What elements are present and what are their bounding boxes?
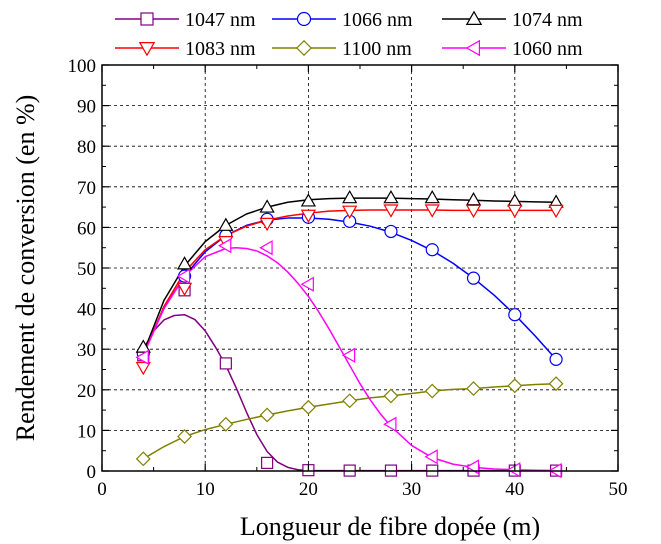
legend-label: 1066 nm xyxy=(342,9,413,31)
axis-ticks xyxy=(101,64,619,472)
data-point-1066-nm xyxy=(384,224,398,239)
y-tick-label: 70 xyxy=(77,178,96,199)
data-point-1083-nm xyxy=(259,217,275,232)
data-point-1083-nm xyxy=(465,204,482,219)
series-line-1060-nm xyxy=(142,246,557,472)
x-tick-label: 40 xyxy=(505,479,524,500)
data-point-1100-nm xyxy=(342,393,358,409)
data-point-1074-nm xyxy=(176,256,193,270)
data-point-1083-nm xyxy=(383,204,399,218)
data-point-1100-nm xyxy=(424,383,440,399)
x-axis-label: Longueur de fibre dopée (m) xyxy=(240,512,540,541)
legend-label: 1074 nm xyxy=(512,9,583,31)
data-point-1060-nm xyxy=(300,276,314,292)
y-tick-label: 60 xyxy=(77,218,96,239)
data-point-1060-nm xyxy=(176,268,191,284)
x-tick-label: 0 xyxy=(97,479,107,500)
y-tick-label: 100 xyxy=(68,56,97,77)
legend-marker xyxy=(138,41,156,57)
legend-label: 1047 nm xyxy=(185,9,256,31)
data-point-1066-nm xyxy=(508,308,522,322)
y-axis-label: Rendement de conversion (en %) xyxy=(11,95,40,442)
data-point-1047-nm xyxy=(261,456,274,469)
legend-label: 1083 nm xyxy=(185,38,256,60)
y-tick-label: 20 xyxy=(77,381,96,402)
data-point-1100-nm xyxy=(218,416,234,432)
y-tick-label: 50 xyxy=(77,259,96,280)
data-point-1100-nm xyxy=(507,378,523,394)
data-point-1060-nm xyxy=(424,449,438,465)
x-tick-label: 20 xyxy=(299,479,318,500)
y-tick-label: 80 xyxy=(77,137,96,158)
data-point-1083-nm xyxy=(424,204,440,218)
x-tick-label: 30 xyxy=(402,479,421,500)
data-point-1083-nm xyxy=(548,204,564,219)
data-point-1083-nm xyxy=(135,361,151,376)
data-point-1047-nm xyxy=(219,357,232,370)
data-point-1100-nm xyxy=(466,381,481,397)
data-point-1074-nm xyxy=(507,193,523,207)
data-point-1060-nm xyxy=(218,238,232,254)
y-tick-label: 0 xyxy=(87,462,97,483)
data-point-1100-nm xyxy=(259,407,275,423)
y-tick-label: 30 xyxy=(77,340,96,361)
data-point-1100-nm xyxy=(383,388,399,404)
y-tick-label: 10 xyxy=(77,421,96,442)
data-point-1100-nm xyxy=(177,429,193,444)
series-markers xyxy=(135,189,564,479)
x-tick-label: 10 xyxy=(196,479,215,500)
data-point-1074-nm xyxy=(259,199,275,213)
data-point-1066-nm xyxy=(425,243,439,257)
data-point-1060-nm xyxy=(259,240,273,256)
legend-marker xyxy=(465,10,483,25)
legend-marker xyxy=(296,11,312,27)
data-point-1100-nm xyxy=(300,399,316,415)
legend: 1047 nm 1066 nm 1074 nm 1083 nm 1100 nm 1060 … xyxy=(115,9,583,60)
data-point-1083-nm xyxy=(507,204,523,219)
data-point-1074-nm xyxy=(424,189,440,204)
y-tick-label: 90 xyxy=(77,97,96,118)
tick-labels: 0 10 20 30 40 50 0 10 20 30 40 50 60 70 80 90 100 xyxy=(68,56,628,500)
data-point-1074-nm xyxy=(135,339,151,353)
data-point-1074-nm xyxy=(218,217,234,231)
series-line-1047-nm xyxy=(142,313,557,472)
legend-marker xyxy=(140,12,154,26)
data-point-1074-nm xyxy=(342,189,358,204)
data-point-1083-nm xyxy=(300,209,317,224)
data-point-1100-nm xyxy=(135,451,151,467)
y-tick-label: 40 xyxy=(77,300,96,321)
data-point-1074-nm xyxy=(383,189,399,204)
data-point-1060-nm xyxy=(465,459,480,475)
data-point-1083-nm xyxy=(176,282,193,297)
data-point-1074-nm xyxy=(465,191,482,206)
data-point-1066-nm xyxy=(549,352,563,366)
data-point-1100-nm xyxy=(548,376,564,392)
data-point-1083-nm xyxy=(342,205,358,219)
legend-marker xyxy=(295,39,313,57)
data-point-1074-nm xyxy=(300,193,317,207)
legend-label: 1060 nm xyxy=(512,38,583,60)
x-tick-label: 50 xyxy=(609,479,628,500)
data-point-1066-nm xyxy=(466,271,481,285)
legend-label: 1100 nm xyxy=(342,38,412,60)
data-point-1060-nm xyxy=(135,349,149,365)
data-point-1060-nm xyxy=(506,462,521,478)
data-point-1060-nm xyxy=(383,416,397,432)
data-point-1060-nm xyxy=(341,347,356,363)
legend-marker xyxy=(465,39,480,57)
